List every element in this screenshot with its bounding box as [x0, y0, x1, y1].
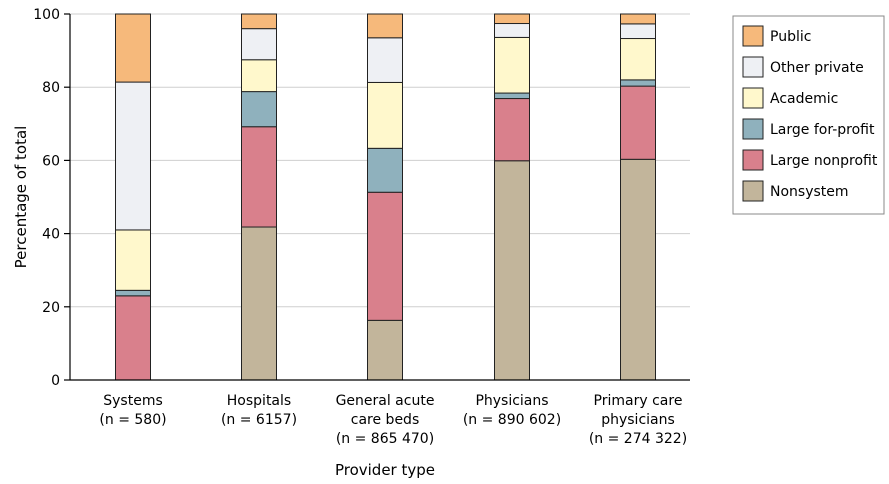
bar-segment [494, 92, 530, 100]
bar-segment [620, 23, 656, 40]
x-tick-label: (n = 580) [99, 412, 166, 428]
legend-swatch [742, 180, 764, 202]
legend-swatch [742, 87, 764, 109]
legend-label: Nonsystem [770, 184, 849, 200]
y-tick-label: 60 [42, 153, 60, 169]
bar-segment [367, 319, 403, 381]
bar-segment [241, 126, 277, 228]
x-tick-label: care beds [351, 412, 419, 428]
bar-segment [494, 23, 530, 38]
bar-segment [620, 38, 656, 81]
x-axis-title: Provider type [335, 461, 435, 479]
bar-segment [494, 160, 530, 381]
x-tick-label: (n = 274 322) [589, 431, 687, 447]
legend-label: Academic [770, 91, 838, 107]
x-tick-label: Physicians [475, 393, 548, 409]
bar-segment [367, 13, 403, 39]
x-tick-label: Hospitals [227, 393, 291, 409]
bar-segment [620, 13, 656, 25]
y-axis-title: Percentage of total [12, 126, 30, 269]
bar-segment [241, 59, 277, 93]
bar-segment [620, 85, 656, 160]
y-tick-label: 80 [42, 80, 60, 96]
bar-segment [241, 28, 277, 61]
x-tick-label: (n = 6157) [221, 412, 297, 428]
x-axis: Systems (n = 580) Hospitals (n = 6157) Gener… [70, 379, 690, 447]
bar-segment [367, 191, 403, 321]
bar-segment [115, 81, 151, 231]
legend-swatch [742, 56, 764, 78]
bar-segment [494, 13, 530, 25]
y-axis: 0 20 40 60 80 100 [33, 7, 71, 389]
y-tick-label: 0 [51, 373, 60, 389]
bar-segment [620, 158, 656, 381]
y-tick-label: 20 [42, 300, 60, 316]
x-tick-label: Systems [103, 393, 163, 409]
x-tick-label: Primary care [594, 393, 683, 409]
bar-segment [367, 147, 403, 193]
bar-segment [115, 13, 151, 83]
bar-segment [241, 226, 277, 381]
legend-swatch [742, 25, 764, 47]
legend: Public Other private Academic Large for-pro… [732, 15, 885, 215]
x-tick-label: physicians [601, 412, 675, 428]
bar-segment [620, 79, 656, 87]
bar-segment [494, 98, 530, 162]
x-tick-label: (n = 890 602) [463, 412, 561, 428]
y-tick-label: 40 [42, 227, 60, 243]
bars [115, 13, 656, 381]
bar-segment [115, 229, 151, 291]
bar-segment [115, 289, 151, 297]
bar-segment [115, 295, 151, 381]
legend-label: Large for-profit [770, 122, 875, 138]
bar-segment [241, 91, 277, 128]
legend-swatch [742, 149, 764, 171]
legend-swatch [742, 118, 764, 140]
legend-label: Other private [770, 60, 864, 76]
bar-segment [367, 81, 403, 149]
legend-label: Public [770, 29, 811, 45]
bar-segment [367, 37, 403, 83]
x-tick-label: (n = 865 470) [336, 431, 434, 447]
y-tick-label: 100 [33, 7, 60, 23]
bar-segment [494, 36, 530, 94]
legend-label: Large nonprofit [770, 153, 878, 169]
bar-segment [241, 13, 277, 30]
x-tick-label: General acute [336, 393, 435, 409]
